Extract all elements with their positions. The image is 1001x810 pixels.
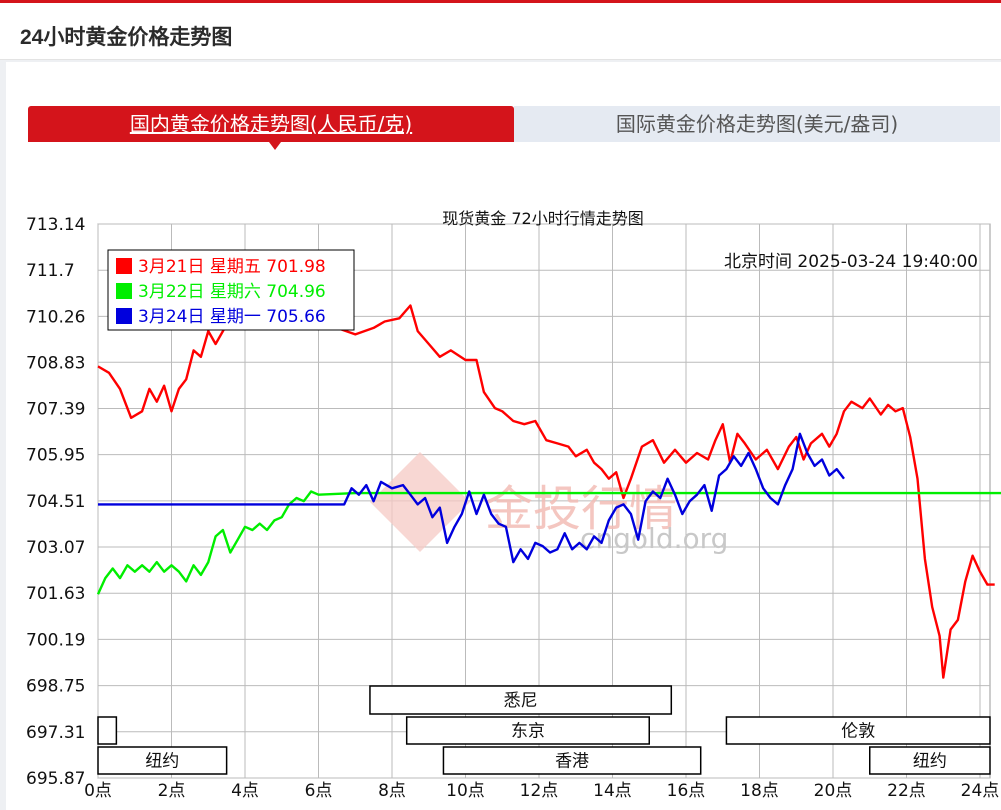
- x-tick-label: 16点: [667, 781, 706, 801]
- session-label: 悉尼: [504, 691, 538, 711]
- session-box: [869, 746, 991, 775]
- y-tick-label: 713.14: [26, 215, 85, 235]
- y-tick-label: 705.95: [26, 446, 85, 466]
- x-tick-label: 12点: [520, 781, 559, 801]
- legend-box: [107, 249, 355, 331]
- y-tick-label: 710.26: [26, 307, 85, 327]
- x-tick-label: 14点: [593, 781, 632, 801]
- tab-international-gold[interactable]: 国际黄金价格走势图(美元/盎司): [514, 106, 1000, 142]
- legend-entry: 3月22日 星期六 704.96: [138, 282, 326, 302]
- page-title: 24小时黄金价格走势图: [20, 26, 233, 49]
- tab-domestic-gold[interactable]: 国内黄金价格走势图(人民币/克): [28, 106, 514, 142]
- chart-timestamp: 北京时间 2025-03-24 19:40:00: [724, 252, 978, 272]
- y-tick-label: 698.75: [26, 677, 85, 697]
- y-tick-label: 708.83: [26, 353, 85, 373]
- session-label: 纽约: [145, 752, 179, 772]
- legend-entry: 3月24日 星期一 705.66: [138, 307, 326, 327]
- y-tick-label: 697.31: [26, 723, 85, 743]
- session-label: 香港: [555, 752, 589, 772]
- y-tick-label: 703.07: [26, 538, 85, 558]
- session-box: [442, 746, 702, 775]
- x-tick-label: 20点: [814, 781, 853, 801]
- y-tick-label: 704.51: [26, 492, 85, 512]
- x-tick-label: 4点: [231, 781, 259, 801]
- x-tick-label: 22点: [887, 781, 926, 801]
- top-accent-rule: [0, 0, 1001, 3]
- series-line-3: [98, 432, 845, 564]
- x-tick-label: 10点: [446, 781, 485, 801]
- chart-legend: 3月21日 星期五 701.98 3月22日 星期六 704.96 3月24日 星期…: [107, 249, 355, 331]
- y-tick-label: 700.19: [26, 630, 85, 650]
- series-line-2: [96, 490, 1001, 595]
- x-tick-label: 8点: [378, 781, 406, 801]
- x-tick-label: 0点: [84, 781, 112, 801]
- y-tick-label: 707.39: [26, 399, 85, 419]
- session-box: [97, 746, 228, 775]
- chart-axes: 713.14 711.7 710.26 708.83 707.39 705.95 704.5…: [26, 215, 999, 801]
- chart-title: 现货黄金 72小时行情走势图: [442, 209, 643, 228]
- session-label: 东京: [511, 722, 545, 742]
- x-tick-label: 18点: [740, 781, 779, 801]
- active-tab-pointer: [269, 142, 281, 150]
- y-tick-label: 695.87: [26, 769, 85, 789]
- session-box: [97, 716, 118, 745]
- legend-entry: 3月21日 星期五 701.98: [138, 257, 326, 277]
- watermark-url: cngold.org: [580, 522, 728, 555]
- session-label: 纽约: [913, 752, 947, 772]
- page-header: 24小时黄金价格走势图: [0, 3, 1001, 60]
- session-box: [725, 716, 991, 745]
- session-box: [369, 685, 673, 715]
- x-tick-label: 2点: [158, 781, 186, 801]
- x-tick-label: 6点: [305, 781, 333, 801]
- legend-swatch: [116, 308, 132, 324]
- legend-swatch: [116, 258, 132, 274]
- session-label: 伦敦: [841, 722, 875, 742]
- x-tick-label: 24点: [961, 781, 1000, 801]
- y-tick-label: 701.63: [26, 584, 85, 604]
- y-tick-label: 711.7: [26, 261, 75, 281]
- legend-swatch: [116, 283, 132, 299]
- session-box: [405, 716, 651, 745]
